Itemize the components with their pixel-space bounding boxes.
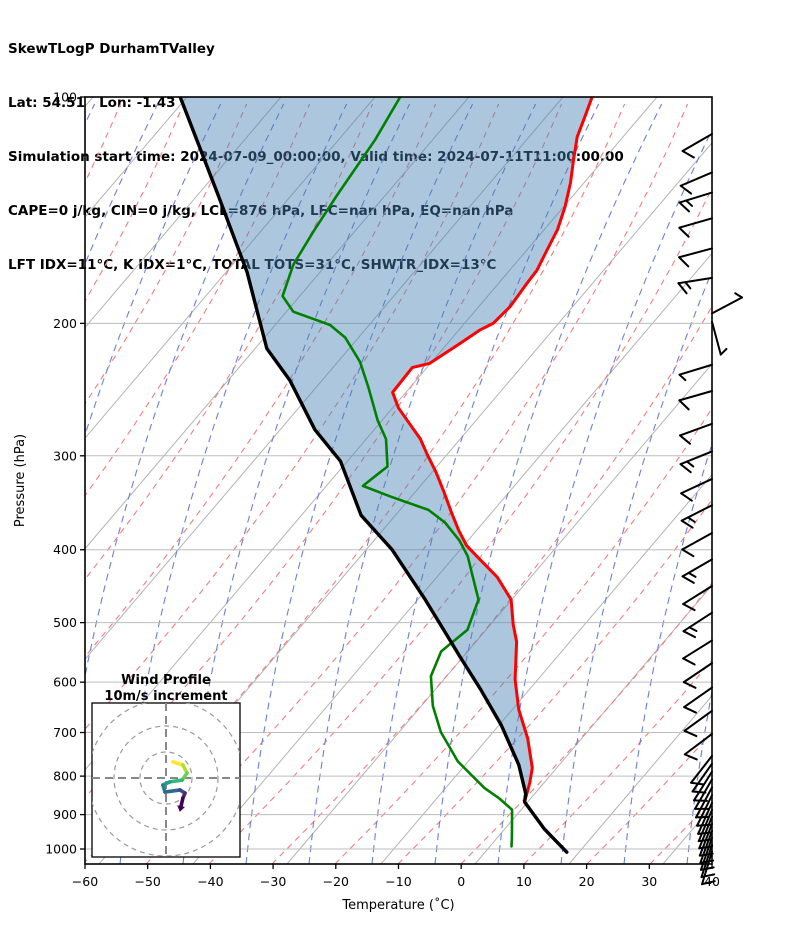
y-tick-label: 400 [53, 542, 77, 557]
x-tick-label: 20 [579, 874, 595, 889]
y-tick-label: 800 [53, 769, 77, 784]
x-tick-label: 0 [457, 874, 465, 889]
x-tick-label: −10 [385, 874, 411, 889]
hodograph-trace-segment [170, 780, 182, 782]
y-tick-label: 200 [53, 316, 77, 331]
x-tick-label: 10 [516, 874, 532, 889]
x-tick-label: −50 [135, 874, 161, 889]
y-tick-label: 1000 [45, 842, 77, 857]
inset-subtitle: 10m/s increment [104, 689, 227, 704]
x-tick-label: 30 [641, 874, 657, 889]
x-tick-label: −40 [197, 874, 223, 889]
y-tick-label: 700 [53, 725, 77, 740]
y-tick-label: 300 [53, 448, 77, 463]
wind-barbs [678, 134, 742, 884]
x-tick-label: −20 [323, 874, 349, 889]
y-tick-label: 600 [53, 675, 77, 690]
inset-title: Wind Profile [121, 673, 211, 688]
x-tick-label: −60 [72, 874, 98, 889]
hodograph-trace-segment [165, 790, 180, 792]
x-tick-label: −30 [260, 874, 286, 889]
y-tick-label: 900 [53, 807, 77, 822]
x-axis-label: Temperature (˚C) [341, 897, 454, 913]
y-tick-label: 100 [53, 90, 77, 105]
y-tick-label: 500 [53, 615, 77, 630]
y-axis-label: Pressure (hPa) [13, 434, 28, 527]
hodograph-trace-segment [181, 798, 183, 806]
